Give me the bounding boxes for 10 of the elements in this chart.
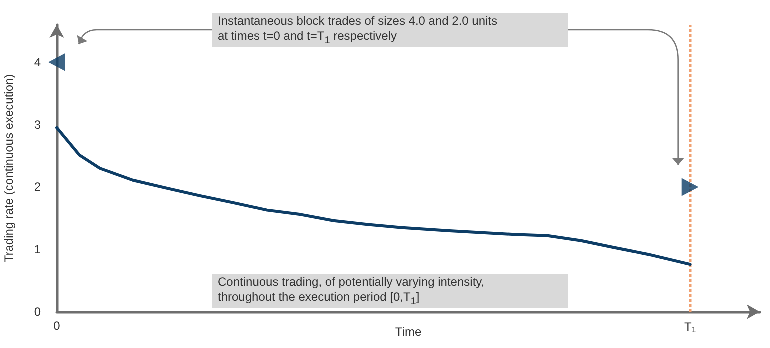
- x-axis-title: Time: [395, 325, 422, 339]
- y-tick-label: 1: [34, 242, 42, 257]
- y-tick-label: 3: [34, 118, 42, 132]
- note-box: Instantaneous block trades of sizes 4.0 and 2.0 units at times t=0 and t=T$_{1}$ respectively: [212, 13, 568, 47]
- line-series: [56, 126, 692, 266]
- y-axis-title: Trading rate (continuous execution): [2, 74, 16, 263]
- note-box: Continuous trading, of potentially varying intensity, throughout the execution period [0,T$_{1}$]: [212, 274, 568, 308]
- y-tick-label: 4: [34, 55, 42, 70]
- y-tick-label: 0: [34, 305, 42, 319]
- y-tick-label: 2: [34, 180, 42, 194]
